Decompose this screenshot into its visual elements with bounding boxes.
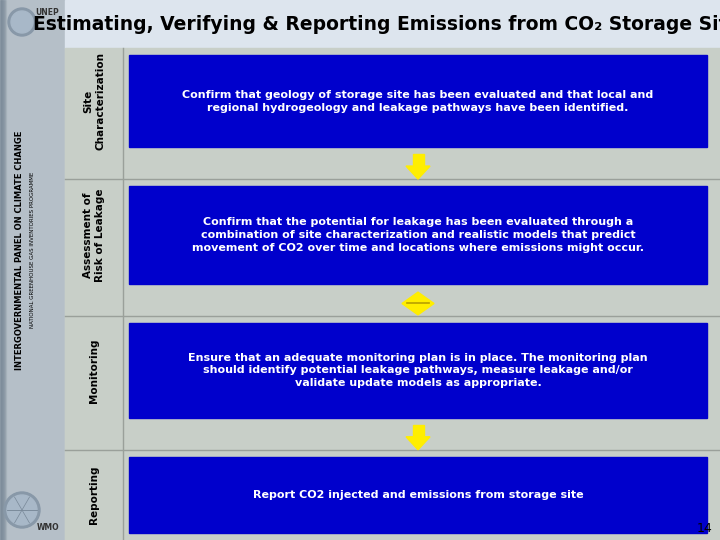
Bar	[65, 425, 720, 450]
Bar	[129, 55, 707, 147]
Text: Site
Characterization: Site Characterization	[83, 52, 105, 150]
Circle shape	[11, 11, 33, 33]
Bar	[2, 0, 3, 540]
Circle shape	[4, 492, 40, 528]
Text: Confirm that geology of storage site has been evaluated and that local and
regio: Confirm that geology of storage site has…	[182, 90, 654, 112]
Bar	[5, 0, 6, 540]
Text: Estimating, Verifying & Reporting Emissions from CO₂ Storage Sites: Estimating, Verifying & Reporting Emissi…	[33, 15, 720, 33]
Polygon shape	[402, 292, 434, 315]
Bar	[0, 0, 65, 540]
Bar	[65, 316, 720, 425]
Text: INTERGOVERNMENTAL PANEL ON CLIMATE CHANGE: INTERGOVERNMENTAL PANEL ON CLIMATE CHANG…	[16, 130, 24, 370]
Bar	[65, 154, 720, 179]
Text: Assessment of
Risk of Leakage: Assessment of Risk of Leakage	[83, 188, 105, 282]
Text: WMO: WMO	[37, 523, 59, 532]
Bar	[65, 48, 720, 154]
Bar	[65, 0, 720, 48]
Circle shape	[8, 8, 36, 36]
Bar	[65, 291, 720, 316]
Text: Monitoring: Monitoring	[89, 338, 99, 403]
Polygon shape	[406, 437, 430, 450]
Text: 14: 14	[696, 522, 712, 535]
Text: UNEP: UNEP	[35, 8, 59, 17]
Text: Confirm that the potential for leakage has been evaluated through a
combination : Confirm that the potential for leakage h…	[192, 217, 644, 253]
Circle shape	[7, 495, 37, 525]
Text: NATIONAL GREENHOUSE GAS INVENTORIES PROGRAMME: NATIONAL GREENHOUSE GAS INVENTORIES PROG…	[30, 172, 35, 328]
Text: Reporting: Reporting	[89, 465, 99, 524]
Text: Ensure that an adequate monitoring plan is in place. The monitoring plan
should : Ensure that an adequate monitoring plan …	[188, 353, 648, 388]
Bar	[65, 179, 720, 291]
Bar	[129, 323, 707, 418]
Bar	[413, 154, 423, 166]
Bar	[65, 450, 720, 540]
Polygon shape	[406, 166, 430, 179]
Bar	[3, 0, 4, 540]
Bar	[129, 457, 707, 533]
Bar	[4, 0, 5, 540]
Bar	[0, 0, 1, 540]
Bar	[1, 0, 2, 540]
Bar	[129, 186, 707, 284]
Bar	[413, 425, 423, 437]
Text: Report CO2 injected and emissions from storage site: Report CO2 injected and emissions from s…	[253, 490, 583, 500]
